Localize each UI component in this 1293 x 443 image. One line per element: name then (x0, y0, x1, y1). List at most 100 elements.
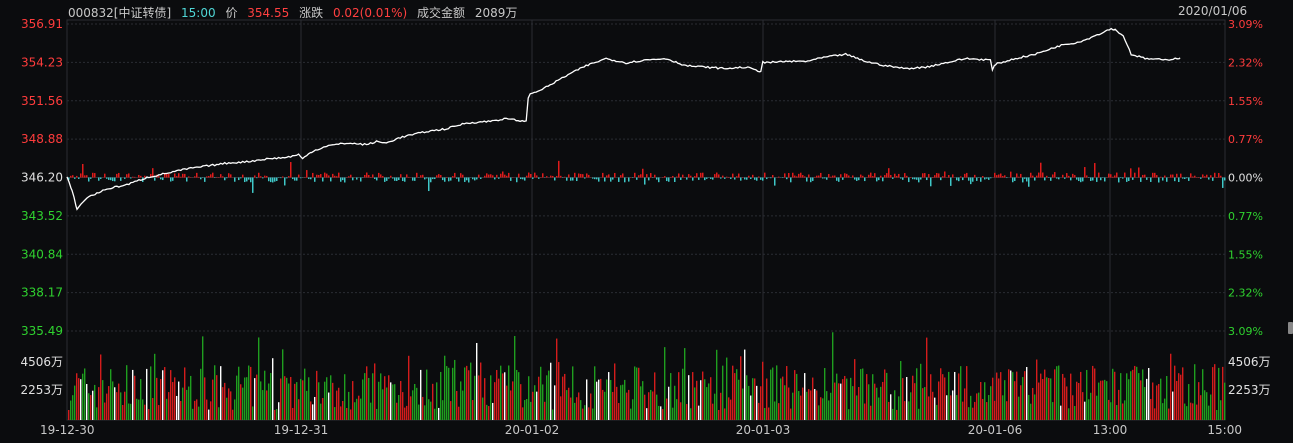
flow-bar-down (310, 177, 312, 180)
flow-bar-down (314, 177, 316, 182)
flow-bar-down (628, 177, 630, 182)
flow-bar-down (570, 177, 572, 181)
volume-bar (820, 397, 822, 420)
flow-bar-up (364, 174, 366, 178)
volume-bar (1216, 409, 1218, 420)
volume-bar (1222, 366, 1224, 420)
flow-bar-up (462, 174, 464, 178)
volume-bar (1126, 373, 1128, 420)
flow-bar-down (666, 177, 668, 182)
volume-bar (468, 370, 470, 420)
volume-bar (836, 373, 838, 420)
volume-bar (708, 383, 710, 420)
flow-bar-up (936, 173, 938, 178)
flow-bar-up (894, 173, 896, 178)
volume-bar (976, 393, 978, 420)
flow-bar-down (386, 177, 388, 181)
flow-bar-up (332, 173, 334, 178)
flow-bar-down (376, 177, 378, 181)
flow-bar-up (1030, 172, 1032, 178)
volume-bar (424, 405, 426, 420)
volume-bar (1208, 405, 1210, 420)
volume-bar (280, 378, 282, 420)
volume-bar (752, 378, 754, 420)
flow-bar-up (714, 174, 716, 178)
volume-bar (682, 368, 684, 420)
volume-bar (310, 401, 312, 420)
flow-bar-up (1000, 173, 1002, 178)
flow-bar-up (116, 173, 118, 178)
flow-bar-down (246, 177, 248, 182)
volume-bar (478, 375, 480, 420)
volume-bar (1060, 405, 1062, 420)
volume-bar (658, 405, 660, 420)
flow-bar-down (388, 177, 390, 179)
volume-bar (1004, 380, 1006, 420)
volume-bar (856, 395, 858, 420)
volume-bar (552, 409, 554, 420)
volume-bar (728, 397, 730, 420)
flow-bar-down (750, 177, 752, 179)
volume-bar (308, 377, 310, 420)
volume-bar (560, 396, 562, 420)
flow-bar-down (262, 177, 264, 179)
volume-bar (200, 368, 202, 420)
volume-bar (568, 387, 570, 420)
volume-bar (524, 400, 526, 420)
volume-bar (756, 385, 758, 420)
volume-bar (122, 405, 124, 420)
volume-bar (352, 381, 354, 420)
volume-bar (346, 408, 348, 420)
vol-tick-left: 4506万 (20, 355, 63, 369)
volume-bar (130, 403, 132, 420)
volume-bar (1032, 387, 1034, 420)
flow-bar-down (256, 177, 258, 179)
flow-bar-up (488, 174, 490, 178)
flow-bar-up (134, 176, 136, 178)
flow-bar-up (506, 175, 508, 178)
volume-bar (892, 408, 894, 420)
volume-bar (1164, 398, 1166, 420)
flow-bar-up (932, 176, 934, 178)
volume-bar (806, 391, 808, 420)
volume-bar (448, 367, 450, 420)
volume-bar (216, 375, 218, 420)
flow-bar-down (1034, 177, 1036, 181)
flow-bar-up (966, 172, 968, 178)
volume-bar (844, 375, 846, 420)
volume-bar (270, 373, 272, 420)
volume-bar (822, 398, 824, 420)
flow-bar-up (378, 172, 380, 178)
flow-bar-up (620, 175, 622, 178)
volume-bar (586, 379, 588, 420)
volume-bar (532, 391, 534, 420)
volume-bar (758, 402, 760, 420)
flow-bar-up (1020, 173, 1022, 178)
flow-bar-down (740, 177, 742, 181)
volume-bar (930, 374, 932, 420)
flow-bar-down (468, 177, 470, 183)
resize-handle[interactable] (1288, 322, 1293, 334)
flow-bar-down (458, 177, 460, 182)
flow-bar-down (384, 177, 386, 182)
flow-bar-down (1212, 177, 1214, 181)
volume-bar (1036, 359, 1038, 420)
volume-bar (1102, 380, 1104, 420)
flow-bar-up (1152, 172, 1154, 178)
flow-bar-up (738, 173, 740, 178)
flow-bar-down (352, 177, 354, 181)
flow-bar-down (976, 177, 978, 181)
volume-bar (526, 398, 528, 420)
volume-bar (134, 375, 136, 420)
flow-bar-down (1188, 177, 1190, 181)
flow-bar-up (478, 174, 480, 178)
volume-bar (502, 373, 504, 420)
volume-bar (80, 379, 82, 420)
flow-bar-up (288, 176, 290, 178)
flow-bar-up (678, 173, 680, 178)
volume-bar (710, 377, 712, 420)
flow-bar-down (100, 177, 102, 179)
volume-bar (1080, 371, 1082, 420)
